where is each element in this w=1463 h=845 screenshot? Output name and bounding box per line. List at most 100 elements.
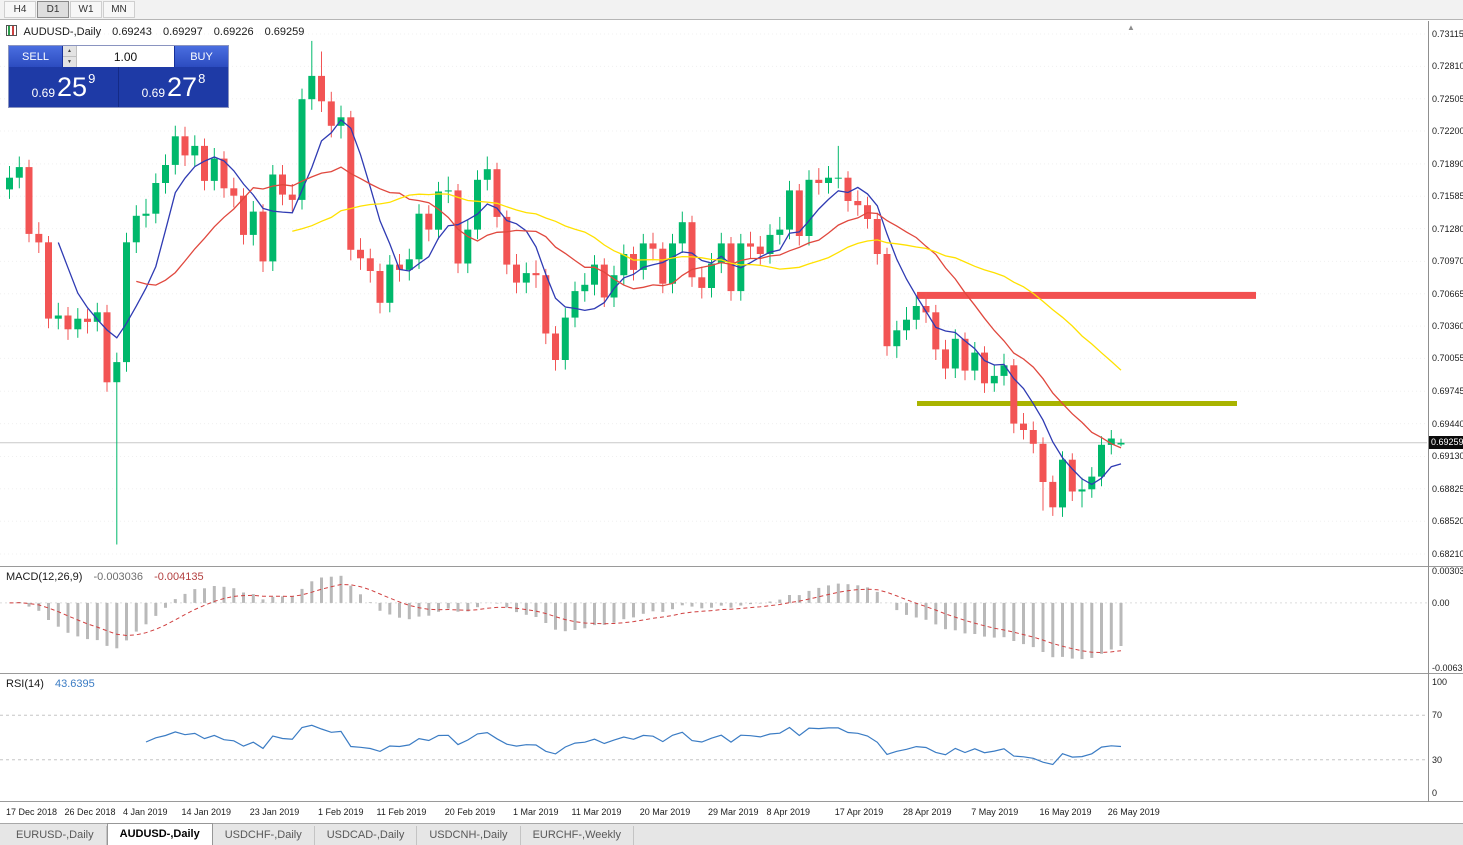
price-axis-label: 0.70055 xyxy=(1432,353,1463,364)
buy-price-pips: 27 xyxy=(167,72,198,102)
price-axis-label: 0.71280 xyxy=(1432,223,1463,234)
buy-price-prefix: 0.69 xyxy=(141,86,166,100)
chart-tabs-bar: EURUSD-,Daily AUDUSD-,Daily USDCHF-,Daily U… xyxy=(0,823,1463,845)
date-axis-label: 7 May 2019 xyxy=(971,807,1019,817)
price-axis-label: 0.72810 xyxy=(1432,61,1463,72)
timeframe-button-w1[interactable]: W1 xyxy=(70,1,102,18)
price-axis-label: 0.68825 xyxy=(1432,483,1463,494)
date-axis-label: 1 Mar 2019 xyxy=(513,807,559,817)
buy-button[interactable]: BUY xyxy=(175,46,228,67)
price-axis-label: 0.73115 xyxy=(1432,29,1463,40)
chart-shift-marker-icon[interactable]: ▲ xyxy=(1127,23,1135,32)
chart-icon xyxy=(6,25,17,36)
panel-separator xyxy=(0,801,1463,802)
price-axis-label: 0.69130 xyxy=(1432,451,1463,462)
price-axis-label: 0.68210 xyxy=(1432,549,1463,560)
macd-main-value: -0.003036 xyxy=(93,571,144,583)
date-axis: 17 Dec 2018 26 Dec 2018 4 Jan 2019 14 Jan 2… xyxy=(0,802,1428,823)
date-axis-label: 26 Dec 2018 xyxy=(64,807,116,817)
timeframe-button-d1[interactable]: D1 xyxy=(37,1,69,18)
date-axis-label: 20 Feb 2019 xyxy=(444,807,496,817)
price-axis-label: 0.69440 xyxy=(1432,418,1463,429)
price-axis-label: 0.70360 xyxy=(1432,321,1463,332)
axis-border xyxy=(1428,21,1429,802)
candlestick-chart[interactable] xyxy=(0,21,1427,566)
macd-header: MACD(12,26,9) -0.003036 -0.004135 xyxy=(6,571,204,583)
timeframe-button-h4[interactable]: H4 xyxy=(4,1,36,18)
rsi-axis-label: 30 xyxy=(1432,754,1443,765)
sell-price[interactable]: 0.69 25 9 xyxy=(9,67,119,107)
ohlc-close: 0.69259 xyxy=(264,26,305,38)
sell-button[interactable]: SELL xyxy=(9,46,62,67)
panel-separator[interactable] xyxy=(0,566,1463,567)
symbol-tab-audusd-daily[interactable]: AUDUSD-,Daily xyxy=(106,823,213,845)
price-axis-label: 0.72200 xyxy=(1432,126,1463,137)
buy-price[interactable]: 0.69 27 8 xyxy=(119,67,228,107)
macd-signal-value: -0.004135 xyxy=(154,571,204,583)
macd-axis: 0.003035 0.00 -0.006311 xyxy=(1429,566,1463,674)
main-chart-panel[interactable]: AUDUSD-,Daily 0.69243 0.69297 0.69226 0.… xyxy=(0,21,1428,566)
macd-axis-label: -0.006311 xyxy=(1432,663,1463,674)
one-click-trade-panel: SELL ▲ ▼ BUY 0.69 25 9 0.69 xyxy=(8,45,229,108)
macd-panel[interactable]: MACD(12,26,9) -0.003036 -0.004135 xyxy=(0,567,1428,673)
date-axis-label: 28 Apr 2019 xyxy=(903,807,952,817)
date-axis-label: 14 Jan 2019 xyxy=(181,807,232,817)
rsi-value: 43.6395 xyxy=(54,678,95,690)
rsi-axis-label: 70 xyxy=(1432,710,1443,721)
date-axis-label: 17 Dec 2018 xyxy=(6,807,58,817)
macd-title: MACD(12,26,9) xyxy=(6,571,83,583)
timeframe-toolbar: H4 D1 W1 MN xyxy=(0,0,1463,20)
symbol-tab-usdcad-daily[interactable]: USDCAD-,Daily xyxy=(315,826,418,845)
sell-price-pips: 25 xyxy=(57,72,88,102)
volume-up-button[interactable]: ▲ xyxy=(63,46,76,57)
ohlc-open: 0.69243 xyxy=(112,26,152,38)
date-axis-label: 29 Mar 2019 xyxy=(708,807,759,817)
price-axis-label: 0.71890 xyxy=(1432,158,1463,169)
rsi-axis-label: 0 xyxy=(1432,788,1438,798)
panel-separator[interactable] xyxy=(0,673,1463,674)
buy-price-point: 8 xyxy=(198,71,206,86)
date-axis-label: 16 May 2019 xyxy=(1039,807,1092,817)
volume-spinner: ▲ ▼ xyxy=(63,46,77,67)
sell-price-point: 9 xyxy=(88,71,96,86)
macd-chart[interactable] xyxy=(0,567,1427,673)
date-axis-label: 1 Feb 2019 xyxy=(318,807,364,817)
chart-header: AUDUSD-,Daily 0.69243 0.69297 0.69226 0.… xyxy=(6,25,304,38)
date-axis-label: 4 Jan 2019 xyxy=(123,807,168,817)
price-axis-label: 0.68520 xyxy=(1432,516,1463,527)
date-axis-label: 23 Jan 2019 xyxy=(249,807,300,817)
rsi-axis: 100 70 30 0 xyxy=(1429,674,1463,801)
timeframe-button-mn[interactable]: MN xyxy=(103,1,135,18)
price-axis: 0.69259 0.73115 0.72810 0.72505 0.72200 0.71… xyxy=(1429,21,1463,566)
date-axis-label: 26 May 2019 xyxy=(1107,807,1160,817)
date-axis-label: 11 Mar 2019 xyxy=(571,807,622,817)
symbol-tab-usdchf-daily[interactable]: USDCHF-,Daily xyxy=(213,826,315,845)
date-axis-label: 20 Mar 2019 xyxy=(639,807,691,817)
symbol-tab-usdcnh-daily[interactable]: USDCNH-,Daily xyxy=(417,826,521,845)
chart-symbol-title: AUDUSD-,Daily xyxy=(23,26,102,38)
price-axis-label: 0.70970 xyxy=(1432,256,1463,267)
volume-field: ▲ ▼ xyxy=(62,46,175,67)
current-price-tag: 0.69259 xyxy=(1429,435,1463,449)
macd-axis-label: 0.00 xyxy=(1432,597,1450,608)
ohlc-low: 0.69226 xyxy=(213,26,254,38)
date-axis-label: 11 Feb 2019 xyxy=(376,807,427,817)
rsi-title: RSI(14) xyxy=(6,678,44,690)
symbol-tab-eurusd-daily[interactable]: EURUSD-,Daily xyxy=(4,826,107,845)
price-axis-label: 0.70665 xyxy=(1432,288,1463,299)
date-axis-label: 17 Apr 2019 xyxy=(834,807,884,817)
symbol-tab-eurchf-weekly[interactable]: EURCHF-,Weekly xyxy=(521,826,634,845)
date-axis-label: 8 Apr 2019 xyxy=(766,807,811,817)
sell-price-prefix: 0.69 xyxy=(31,86,56,100)
rsi-header: RSI(14) 43.6395 xyxy=(6,678,95,690)
volume-input[interactable] xyxy=(77,46,174,67)
price-axis-label: 0.71585 xyxy=(1432,191,1463,202)
price-axis-label: 0.69745 xyxy=(1432,386,1463,397)
volume-down-button[interactable]: ▼ xyxy=(67,59,72,65)
rsi-panel[interactable]: RSI(14) 43.6395 xyxy=(0,674,1428,801)
ohlc-high: 0.69297 xyxy=(162,26,203,38)
price-axis-label: 0.72505 xyxy=(1432,93,1463,104)
macd-axis-label: 0.003035 xyxy=(1432,566,1463,577)
rsi-chart[interactable] xyxy=(0,674,1427,801)
